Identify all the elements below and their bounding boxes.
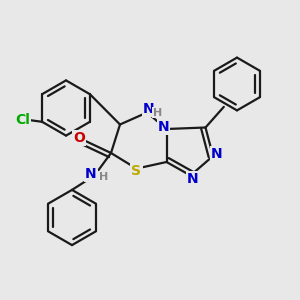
Text: O: O (73, 131, 85, 145)
Text: N: N (187, 172, 199, 186)
Text: N: N (158, 120, 169, 134)
Text: S: S (131, 164, 142, 178)
Text: H: H (99, 172, 108, 182)
Text: N: N (85, 167, 97, 181)
Text: N: N (211, 148, 222, 161)
Text: H: H (153, 107, 162, 118)
Text: N: N (143, 102, 154, 116)
Text: Cl: Cl (15, 113, 30, 127)
